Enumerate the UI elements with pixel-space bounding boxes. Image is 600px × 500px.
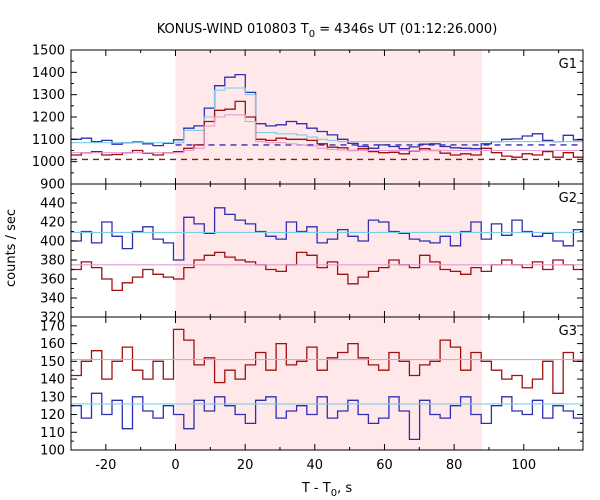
x-axis-label-subscript: 0 (331, 488, 337, 499)
panel-label-g1: G1 (559, 57, 577, 72)
y-tick-label: 380 (40, 254, 65, 269)
y-tick-label: 1500 (32, 44, 65, 59)
x-tick-label: 0 (171, 458, 179, 473)
y-tick-label: 140 (40, 373, 65, 388)
y-tick-label: 1300 (32, 88, 65, 103)
panel-g2: 320 340 360 380 400 420 440 G2 (40, 183, 584, 326)
shaded-interval (175, 50, 482, 184)
series-light-pink-line (71, 114, 583, 154)
y-tick-label: 440 (40, 197, 65, 212)
y-tick-label: 420 (40, 216, 65, 231)
shaded-interval (175, 317, 482, 450)
series-blue-line (71, 207, 583, 261)
y-tick-label: 400 (40, 235, 65, 250)
y-tick-label: 110 (40, 426, 65, 441)
y-tick-label: 1100 (32, 133, 65, 148)
panels-group: 900100011001200130014001500G132034036038… (32, 44, 584, 473)
y-tick-label: 340 (40, 292, 65, 307)
y-tick-label: 360 (40, 273, 65, 288)
panel-g3: 100 110 120 130 140 150 160 170 G3 (40, 316, 584, 459)
x-tick-label: 100 (511, 458, 536, 473)
y-tick-label: 120 (40, 408, 65, 423)
y-tick-label: 1400 (32, 66, 65, 81)
series-light-blue-line (71, 87, 583, 144)
series-red-line (71, 328, 583, 394)
y-tick-label: 170 (40, 319, 65, 334)
y-tick-label: 100 (40, 444, 65, 459)
panel-label-g2: G2 (559, 191, 577, 206)
x-tick-label: -20 (95, 458, 116, 473)
x-tick-label: 20 (237, 458, 254, 473)
panel-label-g3: G3 (559, 324, 577, 339)
x-axis-label: T - T0, s (301, 481, 352, 499)
chart-title: KONUS-WIND 010803 T0 = 4346s UT (01:12:2… (157, 22, 498, 40)
shaded-interval (175, 184, 482, 317)
y-tick-label: 130 (40, 390, 65, 405)
y-tick-label: 1200 (32, 111, 65, 126)
y-tick-label: 160 (40, 337, 65, 352)
panel-g1: 900 1000 1100 1200 1300 1400 1500 G1 (32, 44, 584, 193)
x-tick-label: 60 (376, 458, 393, 473)
y-tick-label: 1000 (32, 155, 65, 170)
panel-frame (70, 316, 584, 451)
x-axis-label-suffix: , s (337, 481, 352, 496)
y-axis-label: counts / sec (4, 209, 19, 287)
chart-title-suffix: = 4346s UT (01:12:26.000) (315, 22, 497, 37)
y-tick-label: 900 (40, 178, 65, 193)
y-tick-label: 320 (40, 311, 65, 326)
y-tick-label: 150 (40, 355, 65, 370)
x-tick-label: 80 (446, 458, 463, 473)
series-blue-line (71, 392, 583, 441)
chart-title-subscript: 0 (309, 29, 315, 40)
x-tick-label: 40 (307, 458, 324, 473)
series-red-line (71, 100, 583, 158)
